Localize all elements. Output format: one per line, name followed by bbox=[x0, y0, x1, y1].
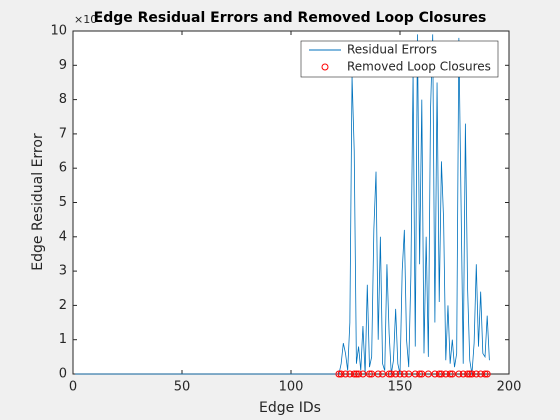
marker bbox=[455, 370, 463, 378]
marker bbox=[446, 370, 454, 378]
y-tick-label: 0 bbox=[59, 367, 67, 382]
marker bbox=[435, 370, 443, 378]
y-tick-label: 10 bbox=[50, 24, 67, 39]
marker bbox=[481, 370, 489, 378]
marker bbox=[335, 370, 343, 378]
marker bbox=[359, 370, 367, 378]
marker bbox=[477, 370, 485, 378]
y-tick-label: 1 bbox=[59, 332, 67, 347]
x-tick-label: 50 bbox=[174, 380, 191, 395]
legend-box bbox=[300, 40, 499, 78]
marker bbox=[355, 370, 363, 378]
marker bbox=[385, 370, 393, 378]
marker bbox=[424, 370, 432, 378]
x-tick-label: 100 bbox=[279, 380, 304, 395]
marker bbox=[400, 370, 408, 378]
marker bbox=[392, 370, 400, 378]
marker bbox=[466, 370, 474, 378]
legend-label: Removed Loop Closures bbox=[347, 60, 491, 74]
marker bbox=[350, 370, 358, 378]
marker bbox=[411, 370, 419, 378]
marker bbox=[374, 370, 382, 378]
legend-marker bbox=[321, 63, 329, 71]
marker bbox=[448, 370, 456, 378]
y-tick-label: 6 bbox=[59, 161, 67, 176]
marker bbox=[431, 370, 439, 378]
marker bbox=[387, 370, 395, 378]
y-tick-label: 4 bbox=[59, 229, 67, 244]
marker bbox=[483, 370, 491, 378]
marker bbox=[396, 370, 404, 378]
marker bbox=[416, 370, 424, 378]
marker bbox=[342, 370, 349, 378]
marker bbox=[337, 370, 345, 378]
marker bbox=[379, 370, 387, 378]
y-tick-label: 5 bbox=[59, 195, 67, 210]
x-tick-label: 200 bbox=[497, 380, 522, 395]
plot-area bbox=[73, 31, 509, 374]
x-axis-label: Edge IDs bbox=[259, 400, 321, 416]
x-tick-label: 150 bbox=[388, 380, 413, 395]
legend-label: Residual Errors bbox=[347, 43, 437, 57]
y-tick-label: 9 bbox=[59, 58, 67, 73]
marker bbox=[365, 370, 373, 378]
marker bbox=[472, 370, 480, 378]
y-exponent: ×10 bbox=[74, 13, 97, 26]
y-axis-label: Edge Residual Error bbox=[30, 133, 46, 271]
y-tick-label: 2 bbox=[59, 298, 67, 313]
marker bbox=[346, 370, 354, 378]
x-tick-label: 0 bbox=[69, 380, 77, 395]
marker bbox=[418, 370, 426, 378]
marker bbox=[459, 370, 467, 378]
chart-title: Edge Residual Errors and Removed Loop Cl… bbox=[94, 10, 487, 26]
marker bbox=[468, 370, 476, 378]
y-tick-label: 8 bbox=[59, 92, 67, 107]
marker bbox=[405, 370, 413, 378]
marker bbox=[437, 370, 445, 378]
marker bbox=[368, 370, 376, 378]
marker bbox=[352, 370, 360, 378]
y-tick-label: 3 bbox=[59, 264, 67, 279]
marker bbox=[464, 370, 472, 378]
line bbox=[75, 34, 490, 375]
marker bbox=[442, 370, 450, 378]
y-tick-label: 7 bbox=[59, 126, 67, 141]
